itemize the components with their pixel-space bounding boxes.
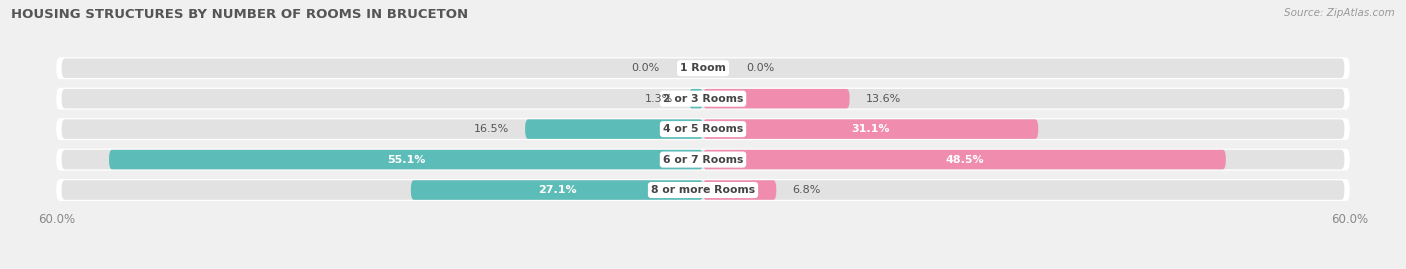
Text: 4 or 5 Rooms: 4 or 5 Rooms	[662, 124, 744, 134]
Text: 1.3%: 1.3%	[644, 94, 673, 104]
Legend: Owner-occupied, Renter-occupied: Owner-occupied, Renter-occupied	[572, 266, 834, 269]
Text: 8 or more Rooms: 8 or more Rooms	[651, 185, 755, 195]
FancyBboxPatch shape	[56, 88, 1350, 110]
FancyBboxPatch shape	[411, 180, 703, 200]
Text: 0.0%: 0.0%	[631, 63, 659, 73]
FancyBboxPatch shape	[62, 150, 1344, 169]
Text: 13.6%: 13.6%	[866, 94, 901, 104]
Text: 6.8%: 6.8%	[793, 185, 821, 195]
Text: Source: ZipAtlas.com: Source: ZipAtlas.com	[1284, 8, 1395, 18]
Text: 27.1%: 27.1%	[537, 185, 576, 195]
FancyBboxPatch shape	[56, 57, 1350, 79]
FancyBboxPatch shape	[56, 118, 1350, 140]
FancyBboxPatch shape	[62, 58, 1344, 78]
FancyBboxPatch shape	[526, 119, 703, 139]
FancyBboxPatch shape	[689, 89, 703, 108]
FancyBboxPatch shape	[62, 119, 1344, 139]
Text: 2 or 3 Rooms: 2 or 3 Rooms	[662, 94, 744, 104]
FancyBboxPatch shape	[56, 179, 1350, 201]
FancyBboxPatch shape	[703, 150, 1226, 169]
FancyBboxPatch shape	[62, 89, 1344, 108]
FancyBboxPatch shape	[56, 148, 1350, 171]
Text: 48.5%: 48.5%	[945, 155, 984, 165]
Text: HOUSING STRUCTURES BY NUMBER OF ROOMS IN BRUCETON: HOUSING STRUCTURES BY NUMBER OF ROOMS IN…	[11, 8, 468, 21]
Text: 6 or 7 Rooms: 6 or 7 Rooms	[662, 155, 744, 165]
Text: 16.5%: 16.5%	[474, 124, 509, 134]
FancyBboxPatch shape	[62, 180, 1344, 200]
Text: 0.0%: 0.0%	[747, 63, 775, 73]
FancyBboxPatch shape	[703, 89, 849, 108]
FancyBboxPatch shape	[703, 180, 776, 200]
Text: 55.1%: 55.1%	[387, 155, 425, 165]
FancyBboxPatch shape	[110, 150, 703, 169]
FancyBboxPatch shape	[703, 119, 1038, 139]
Text: 1 Room: 1 Room	[681, 63, 725, 73]
Text: 31.1%: 31.1%	[852, 124, 890, 134]
